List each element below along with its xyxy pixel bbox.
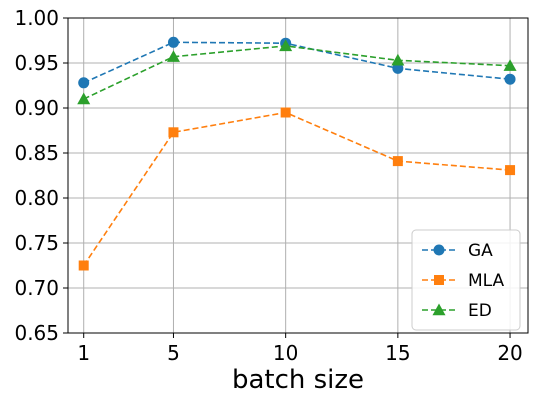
data-point-mla <box>280 107 291 118</box>
y-axis-ticks: 0.65 0.70 0.75 0.80 0.85 0.90 0.95 1.00 <box>14 6 68 345</box>
y-tick-label: 0.80 <box>14 186 59 210</box>
data-point-ga <box>392 62 404 74</box>
data-point-ed <box>166 50 180 62</box>
data-point-ed <box>77 92 91 105</box>
legend-marker-mla <box>434 275 444 285</box>
x-axis-ticks: 1 5 10 15 20 <box>77 333 523 365</box>
x-tick-label: 1 <box>77 341 90 365</box>
x-tick-label: 20 <box>497 341 522 365</box>
series-ed <box>77 39 517 105</box>
plot-frame <box>67 17 529 334</box>
y-tick-label: 0.75 <box>14 231 59 255</box>
y-tick-label: 1.00 <box>14 6 59 30</box>
x-tick-label: 10 <box>273 341 298 365</box>
legend-marker-ga <box>433 244 445 256</box>
data-point-ed <box>279 39 293 52</box>
data-point-mla <box>168 127 179 138</box>
legend-label-ga: GA <box>468 241 493 261</box>
data-point-ga <box>167 36 179 48</box>
y-tick-label: 0.85 <box>14 141 59 165</box>
data-point-mla <box>392 156 403 167</box>
series-layer <box>77 36 517 271</box>
y-tick-label: 0.95 <box>14 51 59 75</box>
series-mla <box>78 107 516 271</box>
x-tick-label: 5 <box>167 341 180 365</box>
legend-item-mla: MLA <box>422 271 505 291</box>
legend-item-ga: GA <box>422 241 493 261</box>
data-point-ga <box>78 77 90 89</box>
data-point-mla <box>505 165 516 176</box>
legend: GA MLA ED <box>411 229 521 331</box>
data-point-ga <box>504 73 516 85</box>
legend-marker-ed <box>432 303 446 316</box>
y-tick-label: 0.70 <box>14 276 59 300</box>
data-point-ed <box>503 59 517 71</box>
y-tick-label: 0.65 <box>14 321 59 345</box>
data-point-ed <box>391 53 405 66</box>
legend-label-ed: ED <box>468 301 492 321</box>
data-point-mla <box>78 260 89 271</box>
x-axis-title: batch size <box>232 365 364 395</box>
y-tick-label: 0.90 <box>14 96 59 120</box>
legend-item-ed: ED <box>422 301 492 321</box>
legend-label-mla: MLA <box>468 271 505 291</box>
x-tick-label: 15 <box>385 341 410 365</box>
